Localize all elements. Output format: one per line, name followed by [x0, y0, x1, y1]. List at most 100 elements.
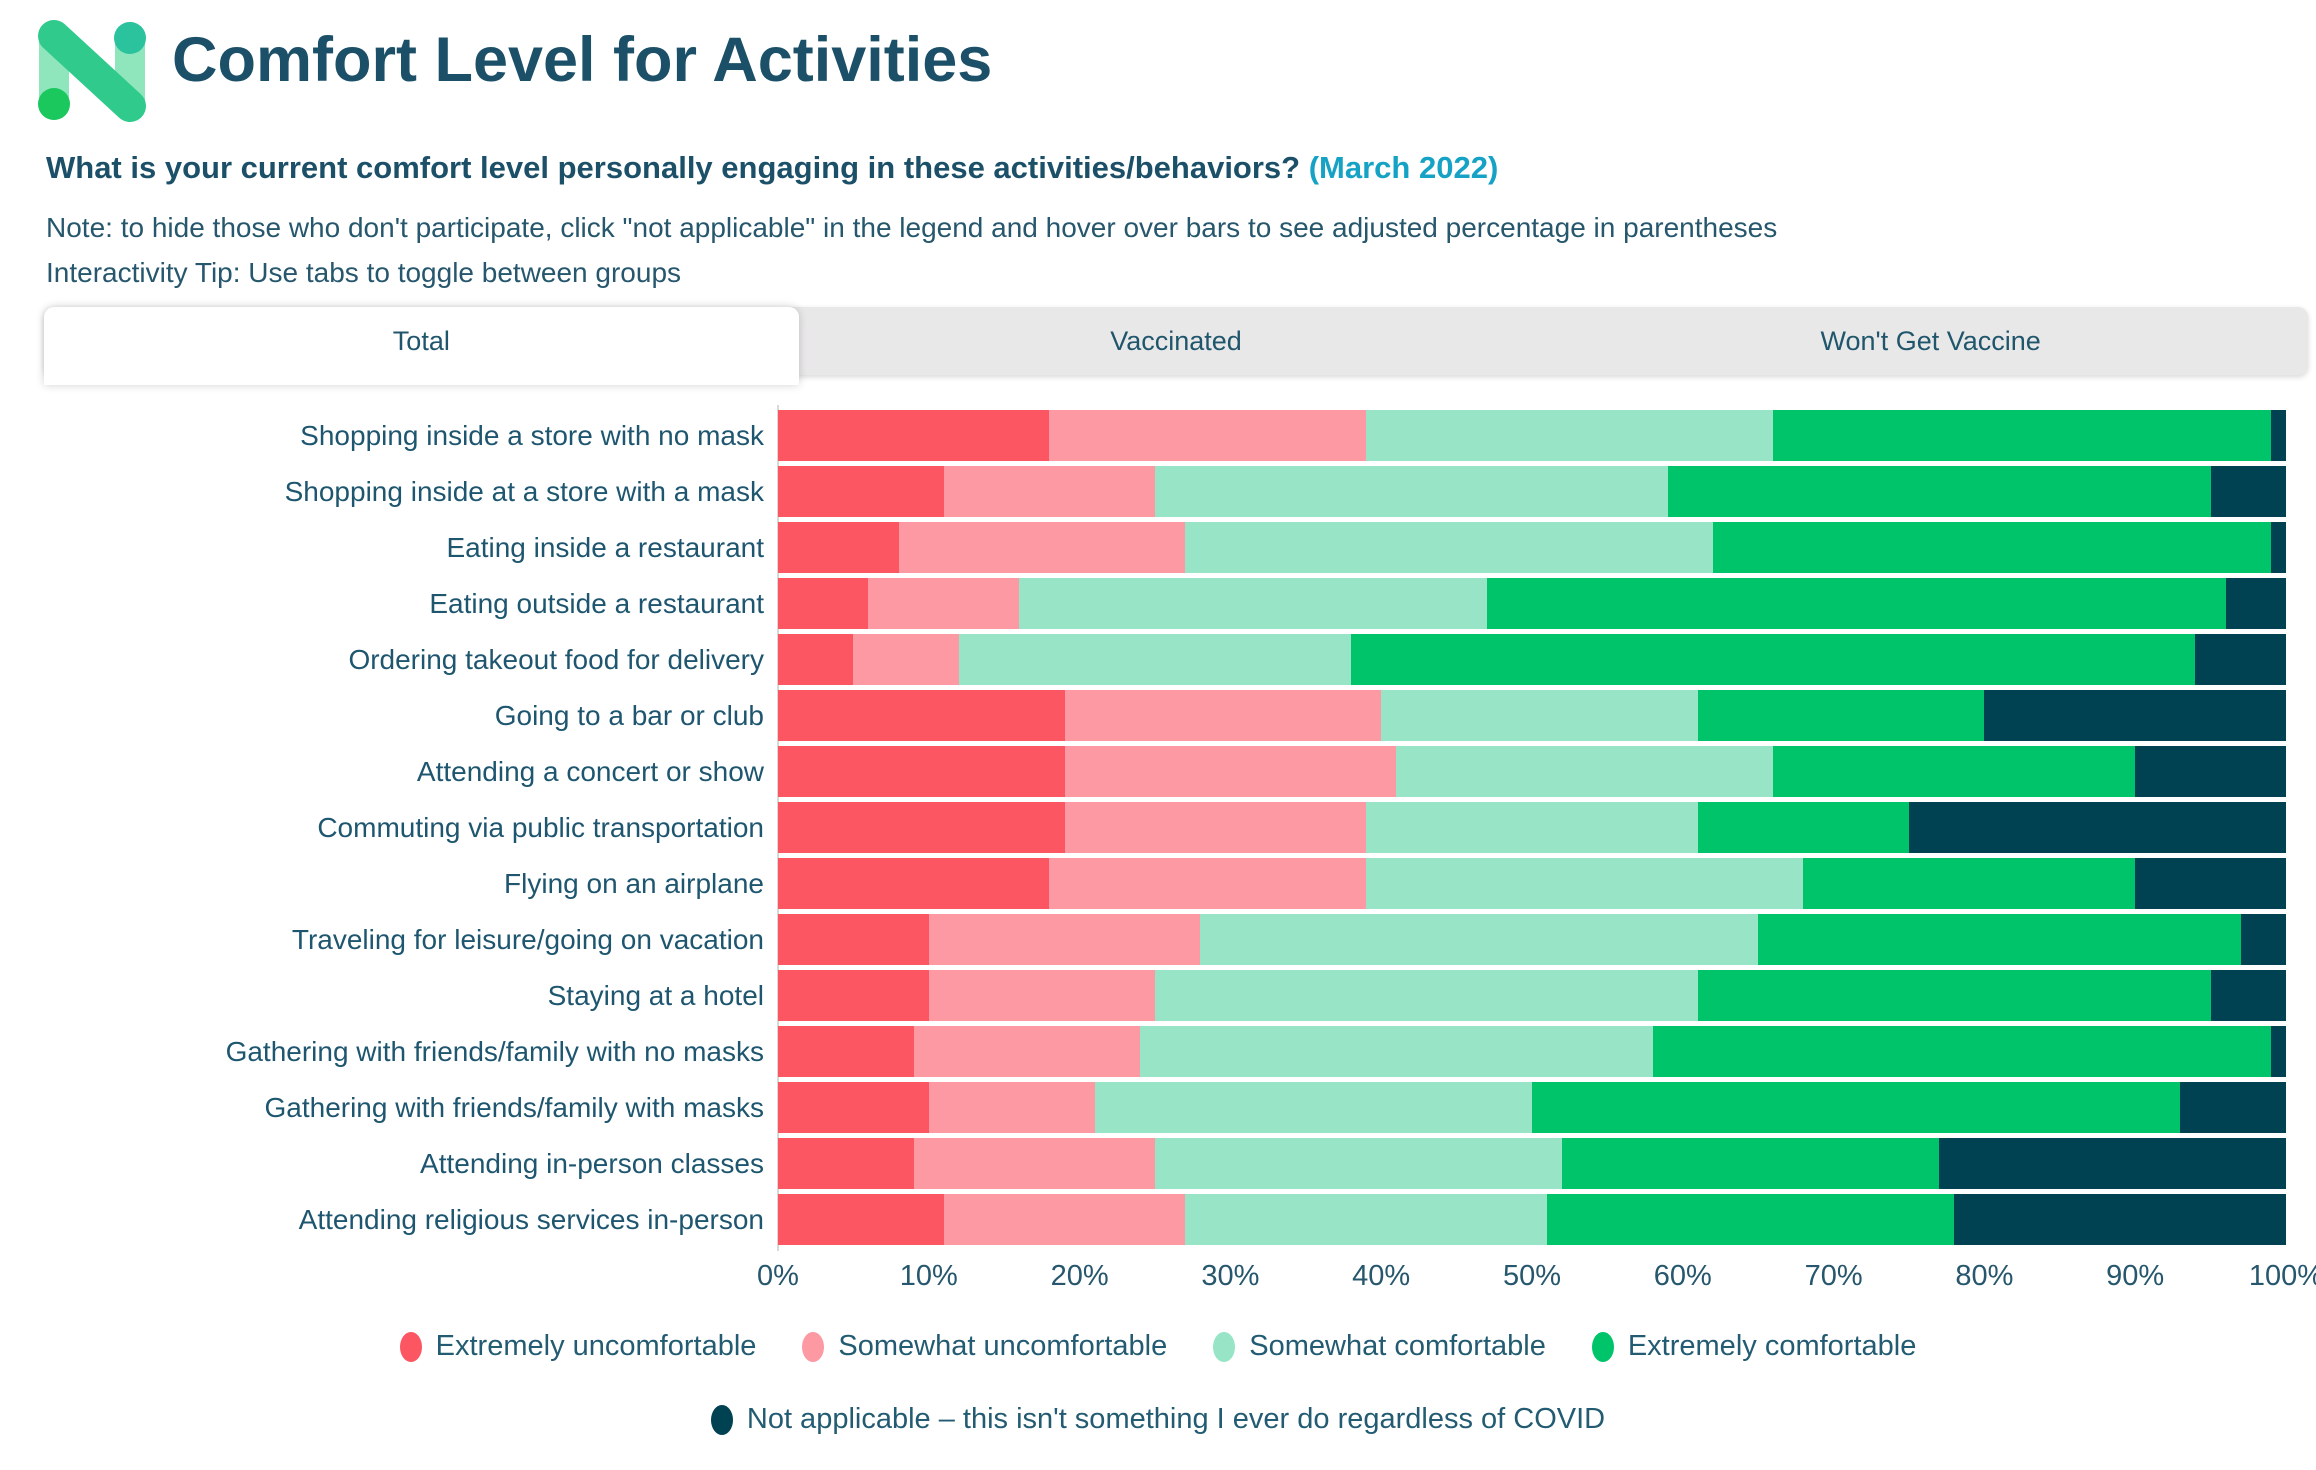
bar-segment-somewhat-comfortable[interactable]: [1185, 522, 1713, 573]
legend-label: Somewhat comfortable: [1249, 1330, 1546, 1362]
legend-marker-icon: [399, 1331, 422, 1362]
bar-segment-somewhat-uncomfortable[interactable]: [898, 522, 1186, 573]
bar-segment-somewhat-uncomfortable[interactable]: [928, 914, 1201, 965]
bar-segment-extremely-uncomfortable[interactable]: [778, 1082, 929, 1133]
bar-segment-extremely-uncomfortable[interactable]: [778, 746, 1065, 797]
bar-segment-somewhat-comfortable[interactable]: [1154, 1138, 1563, 1189]
bar-segment-not-applicable-this-isn-t-something-i-ev[interactable]: [1984, 690, 2286, 741]
tab-vaccinated[interactable]: Vaccinated: [1110, 326, 1242, 356]
bar-row-gathering-with-friends-family-with-masks: [778, 1082, 2286, 1133]
legend-item-somewhat-uncomfortable[interactable]: Somewhat uncomfortable: [802, 1330, 1167, 1363]
bar-segment-not-applicable-this-isn-t-something-i-ev[interactable]: [1939, 1138, 2286, 1189]
bar-segment-extremely-comfortable[interactable]: [1667, 466, 2211, 517]
bar-segment-extremely-uncomfortable[interactable]: [778, 410, 1050, 461]
bar-segment-somewhat-comfortable[interactable]: [1094, 1082, 1532, 1133]
legend-marker-icon: [802, 1331, 825, 1362]
bar-segment-somewhat-uncomfortable[interactable]: [1064, 802, 1367, 853]
bar-segment-not-applicable-this-isn-t-something-i-ev[interactable]: [2270, 1026, 2286, 1077]
bar-segment-extremely-comfortable[interactable]: [1531, 1082, 2181, 1133]
row-label: Traveling for leisure/going on vacation: [291, 923, 764, 955]
row-label: Attending religious services in-person: [298, 1203, 764, 1235]
bar-segment-somewhat-comfortable[interactable]: [1185, 1194, 1548, 1245]
tab-won-t-get-vaccine[interactable]: Won't Get Vaccine: [1820, 326, 2041, 356]
bar-segment-extremely-uncomfortable[interactable]: [778, 634, 854, 685]
bar-segment-extremely-uncomfortable[interactable]: [778, 1026, 914, 1077]
numerator-n-logo: [38, 20, 146, 122]
bar-segment-somewhat-uncomfortable[interactable]: [913, 1138, 1155, 1189]
axis-tick: 60%: [1653, 1260, 1712, 1292]
row-label: Eating outside a restaurant: [429, 587, 764, 619]
bar-segment-not-applicable-this-isn-t-something-i-ev[interactable]: [2240, 914, 2286, 965]
bar-segment-extremely-comfortable[interactable]: [1562, 1138, 1940, 1189]
legend-item-not-applicable-this-isn-t-something-i-ev[interactable]: Not applicable – this isn't something I …: [710, 1403, 1605, 1436]
bar-segment-extremely-comfortable[interactable]: [1712, 522, 2271, 573]
bar-segment-extremely-uncomfortable[interactable]: [778, 466, 944, 517]
bar-row-attending-a-concert-or-show: [778, 746, 2286, 797]
bar-segment-extremely-comfortable[interactable]: [1803, 858, 2136, 909]
bar-segment-not-applicable-this-isn-t-something-i-ev[interactable]: [1908, 802, 2286, 853]
row-label: Gathering with friends/family with masks: [264, 1091, 764, 1123]
bar-segment-not-applicable-this-isn-t-something-i-ev[interactable]: [2270, 522, 2286, 573]
bar-segment-somewhat-uncomfortable[interactable]: [928, 1082, 1095, 1133]
bar-segment-extremely-uncomfortable[interactable]: [778, 914, 929, 965]
row-label: Commuting via public transportation: [317, 811, 764, 843]
bar-segment-not-applicable-this-isn-t-something-i-ev[interactable]: [2195, 634, 2286, 685]
bar-segment-not-applicable-this-isn-t-something-i-ev[interactable]: [2270, 410, 2286, 461]
bar-segment-not-applicable-this-isn-t-something-i-ev[interactable]: [2210, 970, 2286, 1021]
bar-segment-somewhat-uncomfortable[interactable]: [1049, 858, 1367, 909]
tab-total[interactable]: Total: [44, 307, 799, 385]
bar-segment-somewhat-comfortable[interactable]: [1396, 746, 1774, 797]
bar-segment-somewhat-comfortable[interactable]: [1019, 578, 1487, 629]
bar-segment-somewhat-uncomfortable[interactable]: [1049, 410, 1367, 461]
bar-segment-somewhat-comfortable[interactable]: [1381, 690, 1698, 741]
bar-segment-somewhat-comfortable[interactable]: [1154, 970, 1698, 1021]
bar-segment-somewhat-uncomfortable[interactable]: [943, 1194, 1186, 1245]
bar-segment-somewhat-comfortable[interactable]: [1366, 410, 1774, 461]
bar-segment-extremely-uncomfortable[interactable]: [778, 858, 1050, 909]
bar-segment-somewhat-uncomfortable[interactable]: [943, 466, 1155, 517]
bar-segment-extremely-uncomfortable[interactable]: [778, 690, 1065, 741]
bar-segment-not-applicable-this-isn-t-something-i-ev[interactable]: [2210, 466, 2286, 517]
bar-segment-somewhat-comfortable[interactable]: [958, 634, 1352, 685]
bar-segment-extremely-comfortable[interactable]: [1697, 970, 2211, 1021]
bar-segment-extremely-uncomfortable[interactable]: [778, 970, 929, 1021]
bar-segment-extremely-uncomfortable[interactable]: [778, 1194, 944, 1245]
bar-segment-extremely-comfortable[interactable]: [1486, 578, 2226, 629]
bar-segment-somewhat-comfortable[interactable]: [1366, 858, 1804, 909]
bar-segment-extremely-comfortable[interactable]: [1773, 410, 2271, 461]
bar-segment-extremely-uncomfortable[interactable]: [778, 578, 869, 629]
bar-segment-somewhat-uncomfortable[interactable]: [928, 970, 1155, 1021]
bar-segment-extremely-comfortable[interactable]: [1547, 1194, 1955, 1245]
bar-segment-somewhat-comfortable[interactable]: [1154, 466, 1668, 517]
question-text: What is your current comfort level perso…: [46, 150, 1301, 185]
group-tabs: Total Vaccinated Won't Get Vaccine: [44, 307, 2308, 385]
bar-segment-somewhat-comfortable[interactable]: [1366, 802, 1698, 853]
bar-segment-somewhat-comfortable[interactable]: [1200, 914, 1759, 965]
bar-segment-not-applicable-this-isn-t-something-i-ev[interactable]: [1954, 1194, 2286, 1245]
bar-segment-not-applicable-this-isn-t-something-i-ev[interactable]: [2135, 746, 2286, 797]
bar-segment-extremely-comfortable[interactable]: [1697, 802, 1909, 853]
bar-row-gathering-with-friends-family-with-no-masks: [778, 1026, 2286, 1077]
bar-segment-somewhat-uncomfortable[interactable]: [868, 578, 1020, 629]
legend-item-somewhat-comfortable[interactable]: Somewhat comfortable: [1213, 1330, 1546, 1363]
bar-segment-not-applicable-this-isn-t-something-i-ev[interactable]: [2225, 578, 2286, 629]
stacked-bars: [778, 410, 2286, 1250]
bar-segment-extremely-uncomfortable[interactable]: [778, 1138, 914, 1189]
bar-segment-somewhat-uncomfortable[interactable]: [853, 634, 959, 685]
legend-item-extremely-uncomfortable[interactable]: Extremely uncomfortable: [399, 1330, 756, 1363]
bar-segment-extremely-comfortable[interactable]: [1351, 634, 2196, 685]
axis-tick: 10%: [899, 1260, 958, 1292]
legend-item-extremely-comfortable[interactable]: Extremely comfortable: [1591, 1330, 1916, 1363]
bar-segment-extremely-comfortable[interactable]: [1652, 1026, 2271, 1077]
bar-segment-somewhat-uncomfortable[interactable]: [913, 1026, 1140, 1077]
bar-segment-extremely-uncomfortable[interactable]: [778, 522, 899, 573]
bar-segment-somewhat-uncomfortable[interactable]: [1064, 690, 1382, 741]
bar-segment-extremely-comfortable[interactable]: [1697, 690, 1985, 741]
bar-segment-somewhat-comfortable[interactable]: [1139, 1026, 1653, 1077]
bar-segment-not-applicable-this-isn-t-something-i-ev[interactable]: [2135, 858, 2286, 909]
bar-segment-extremely-uncomfortable[interactable]: [778, 802, 1065, 853]
bar-segment-not-applicable-this-isn-t-something-i-ev[interactable]: [2180, 1082, 2286, 1133]
bar-segment-extremely-comfortable[interactable]: [1758, 914, 2241, 965]
bar-segment-extremely-comfortable[interactable]: [1773, 746, 2136, 797]
bar-segment-somewhat-uncomfortable[interactable]: [1064, 746, 1397, 797]
